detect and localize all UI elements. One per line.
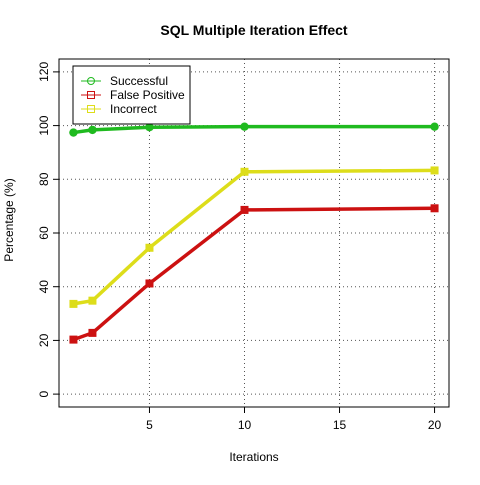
x-tick-label: 20 — [428, 418, 442, 432]
series-line-successful — [73, 124, 435, 135]
data-point-false-positive — [69, 335, 78, 344]
y-tick-label: 40 — [37, 280, 51, 294]
y-tick-label: 0 — [37, 390, 51, 397]
legend-label-incorrect: Incorrect — [110, 102, 157, 116]
legend-label-false-positive: False Positive — [110, 88, 185, 102]
y-tick-label: 100 — [37, 115, 51, 135]
x-axis-label: Iterations — [229, 450, 278, 464]
series-line-incorrect — [73, 168, 435, 306]
data-point-successful — [145, 123, 154, 132]
data-point-false-positive — [145, 279, 154, 288]
data-point-false-positive — [88, 328, 97, 337]
data-point-false-positive — [430, 204, 439, 213]
data-point-successful — [69, 128, 78, 137]
legend-marker-false-positive — [87, 91, 95, 99]
series-layer — [69, 122, 439, 344]
data-point-successful — [430, 122, 439, 131]
legend-label-successful: Successful — [110, 74, 168, 88]
series-line-false-positive — [72, 206, 435, 342]
legend-marker-successful — [87, 77, 95, 85]
x-tick-label: 15 — [333, 418, 347, 432]
data-point-incorrect — [145, 243, 154, 252]
x-tick-label: 5 — [146, 418, 153, 432]
x-tick-label: 10 — [238, 418, 252, 432]
data-point-incorrect — [69, 299, 78, 308]
y-axis-label: Percentage (%) — [2, 178, 16, 261]
data-point-incorrect — [430, 166, 439, 175]
y-tick-label: 60 — [37, 226, 51, 240]
y-tick-label: 120 — [37, 62, 51, 82]
data-point-incorrect — [88, 296, 97, 305]
axis-layer: 5 10 15 20 0 20 40 60 80 100 120 — [37, 62, 441, 432]
data-point-false-positive — [240, 205, 249, 214]
data-point-incorrect — [240, 167, 249, 176]
data-point-successful — [88, 125, 97, 135]
chart-title: SQL Multiple Iteration Effect — [160, 22, 348, 38]
data-point-successful — [240, 122, 249, 131]
y-tick-label: 20 — [37, 333, 51, 347]
legend-marker-incorrect — [87, 105, 95, 113]
y-tick-label: 80 — [37, 172, 51, 186]
